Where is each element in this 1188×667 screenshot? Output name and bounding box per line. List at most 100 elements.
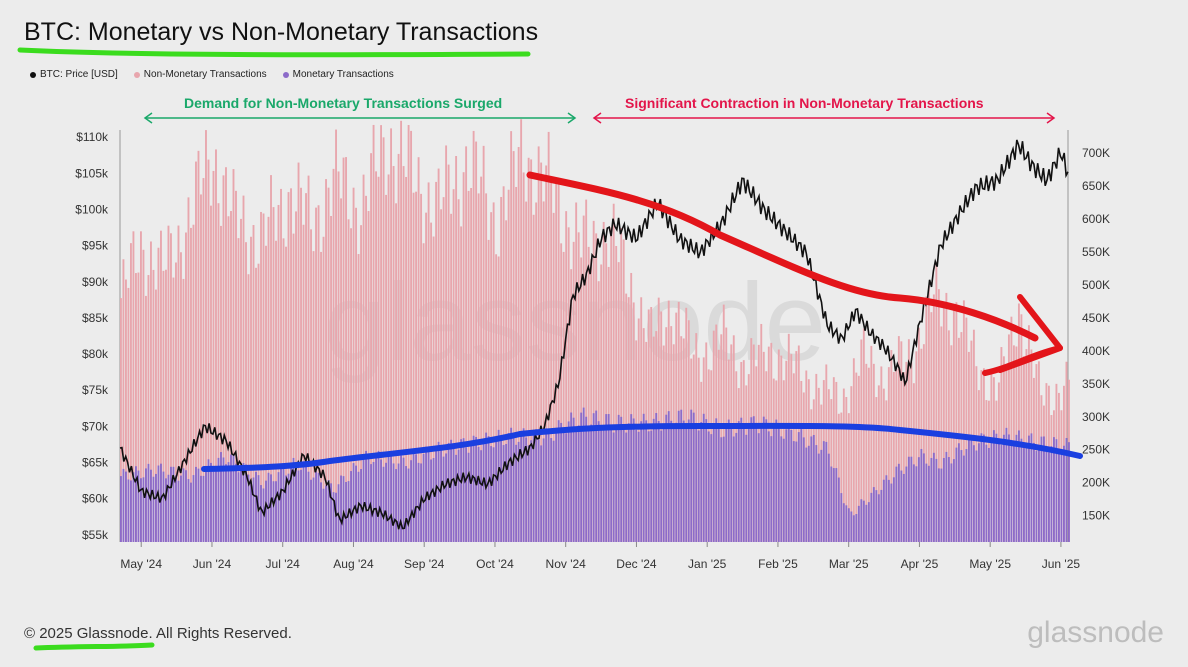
non-monetary-bar: [400, 120, 403, 542]
non-monetary-bar: [535, 202, 538, 543]
monetary-bar: [642, 413, 645, 542]
monetary-bar: [1042, 436, 1045, 542]
x-tick-label: Nov '24: [546, 557, 587, 571]
monetary-bar: [985, 444, 988, 542]
monetary-bar: [442, 456, 445, 542]
non-monetary-bar: [902, 372, 905, 542]
monetary-bar: [392, 463, 395, 542]
legend-item-non-monetary[interactable]: Non-Monetary Transactions: [133, 69, 267, 80]
non-monetary-bar: [877, 385, 880, 542]
monetary-bar: [850, 511, 853, 542]
monetary-bar: [682, 420, 685, 542]
monetary-bar: [1057, 449, 1060, 542]
non-monetary-bar: [125, 279, 127, 542]
non-monetary-bar: [582, 215, 585, 542]
non-monetary-bar: [322, 236, 325, 542]
monetary-bar: [1060, 453, 1063, 542]
non-monetary-bar: [352, 187, 355, 542]
monetary-bar: [215, 468, 217, 542]
monetary-bar: [527, 445, 530, 542]
monetary-bar: [287, 473, 290, 542]
monetary-bar: [902, 473, 905, 542]
monetary-bar: [785, 429, 788, 542]
non-monetary-bar: [537, 146, 540, 542]
non-monetary-bar: [220, 225, 222, 542]
non-monetary-bar: [325, 179, 327, 542]
non-monetary-bar: [905, 361, 908, 542]
monetary-bar: [622, 428, 625, 542]
non-monetary-bar: [320, 251, 322, 542]
monetary-bar: [952, 459, 955, 542]
non-monetary-bar: [460, 226, 463, 542]
non-monetary-bar: [120, 298, 122, 542]
non-monetary-bar: [587, 246, 590, 542]
monetary-bar: [395, 469, 398, 542]
legend-item-monetary[interactable]: Monetary Transactions: [282, 69, 394, 80]
monetary-bar: [285, 475, 287, 542]
monetary-bar: [365, 450, 368, 542]
monetary-bar: [700, 422, 703, 542]
monetary-bar: [252, 477, 255, 542]
monetary-bar: [167, 474, 170, 542]
non-monetary-bar: [620, 228, 623, 542]
monetary-bar: [990, 439, 993, 542]
non-monetary-bar: [615, 245, 618, 542]
non-monetary-bar: [295, 211, 297, 542]
non-monetary-bar: [137, 272, 140, 542]
monetary-bar: [560, 422, 563, 542]
monetary-bar: [212, 470, 215, 542]
monetary-bar: [547, 428, 550, 542]
monetary-bar: [592, 413, 595, 542]
non-monetary-bar: [217, 203, 220, 543]
monetary-bar: [315, 471, 317, 542]
monetary-bar: [272, 481, 275, 542]
monetary-bar: [982, 434, 985, 542]
monetary-bar: [175, 475, 177, 542]
monetary-bar: [1000, 445, 1003, 542]
monetary-bar: [655, 413, 658, 542]
non-monetary-bar: [412, 192, 415, 542]
left-tick-label: $85k: [82, 311, 109, 325]
monetary-bar: [657, 421, 660, 542]
monetary-bar: [680, 409, 683, 542]
monetary-bar: [452, 447, 455, 542]
monetary-bar: [1027, 435, 1030, 542]
monetary-bar: [275, 481, 277, 542]
non-monetary-bar: [247, 274, 250, 542]
monetary-bar: [310, 479, 312, 542]
monetary-bar: [482, 441, 485, 542]
monetary-bar: [182, 468, 185, 542]
non-monetary-bar: [525, 201, 528, 542]
non-monetary-bar: [562, 251, 565, 543]
monetary-bar: [330, 483, 332, 542]
footer-underline: [33, 642, 155, 651]
monetary-bar: [897, 463, 900, 542]
non-monetary-bar: [355, 207, 357, 542]
non-monetary-bar: [205, 130, 207, 543]
monetary-bar: [827, 453, 830, 542]
non-monetary-bar: [395, 203, 398, 543]
monetary-bar: [147, 463, 150, 542]
monetary-bar: [292, 457, 295, 542]
non-monetary-bar: [547, 131, 550, 542]
non-monetary-bar: [435, 181, 438, 542]
non-monetary-bar: [372, 124, 375, 542]
non-monetary-bar: [622, 239, 625, 543]
monetary-bar: [1062, 445, 1065, 542]
non-monetary-bar: [887, 367, 890, 542]
monetary-bar: [992, 430, 995, 542]
monetary-bar: [500, 435, 503, 542]
legend-item-price[interactable]: BTC: Price [USD]: [30, 69, 118, 80]
monetary-bar: [727, 419, 730, 542]
non-monetary-bar: [445, 145, 448, 542]
x-tick-label: Aug '24: [333, 557, 374, 571]
monetary-bar: [702, 413, 705, 542]
non-monetary-bar: [227, 216, 230, 542]
monetary-bar: [162, 471, 165, 542]
non-monetary-bar: [317, 205, 320, 542]
non-monetary-bar: [937, 289, 940, 542]
monetary-bar: [402, 457, 405, 542]
monetary-bar: [352, 463, 355, 542]
non-monetary-bar: [415, 191, 418, 543]
monetary-bar: [945, 451, 948, 542]
